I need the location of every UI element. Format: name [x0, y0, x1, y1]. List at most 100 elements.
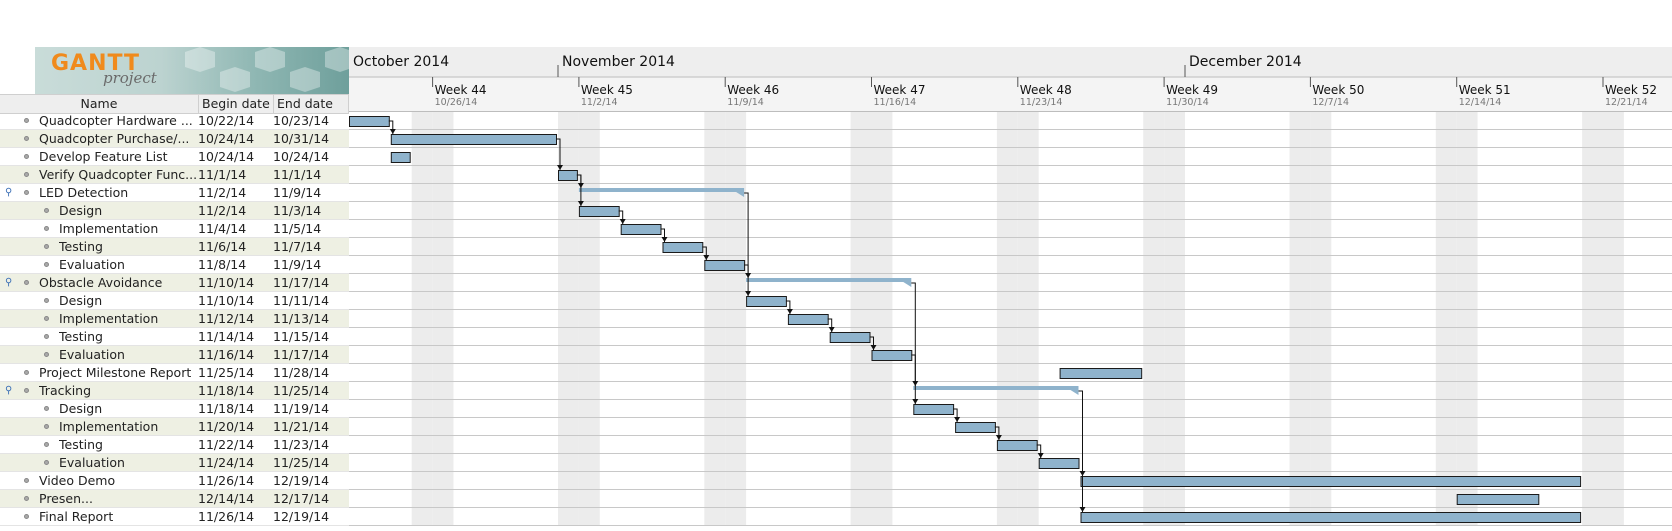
task-end-date[interactable]: 11/25/14 — [273, 455, 330, 470]
table-row[interactable]: Presen... 12/14/14 12/17/14 — [0, 490, 349, 508]
task-bar[interactable] — [1080, 476, 1582, 487]
task-end-date[interactable]: 11/15/14 — [273, 329, 330, 344]
table-row[interactable]: Develop Feature List 10/24/14 10/24/14 — [0, 148, 349, 166]
table-row[interactable]: Quadcopter Purchase/... 10/24/14 10/31/14 — [0, 130, 349, 148]
task-begin-date[interactable]: 11/12/14 — [198, 311, 255, 326]
task-begin-date[interactable]: 11/10/14 — [198, 293, 255, 308]
task-end-date[interactable]: 11/17/14 — [273, 275, 330, 290]
task-name[interactable]: Implementation — [59, 221, 159, 236]
task-bar[interactable] — [787, 314, 829, 325]
task-begin-date[interactable]: 11/26/14 — [198, 473, 255, 488]
table-row[interactable]: Design 11/10/14 11/11/14 — [0, 292, 349, 310]
task-name[interactable]: Tracking — [39, 383, 92, 398]
task-bar[interactable] — [829, 332, 871, 343]
table-row[interactable]: Video Demo 11/26/14 12/19/14 — [0, 472, 349, 490]
task-begin-date[interactable]: 11/25/14 — [198, 365, 255, 380]
task-end-date[interactable]: 10/23/14 — [273, 113, 330, 128]
task-name[interactable]: Video Demo — [39, 473, 116, 488]
column-header-begin-date[interactable]: Begin date — [199, 95, 274, 113]
task-bar[interactable] — [746, 296, 787, 307]
task-begin-date[interactable]: 11/18/14 — [198, 401, 255, 416]
task-begin-date[interactable]: 11/14/14 — [198, 329, 255, 344]
task-end-date[interactable]: 12/19/14 — [273, 509, 330, 524]
task-bar[interactable] — [704, 260, 746, 271]
task-name[interactable]: Implementation — [59, 419, 159, 434]
task-end-date[interactable]: 11/1/14 — [273, 167, 322, 182]
table-row[interactable]: Evaluation 11/8/14 11/9/14 — [0, 256, 349, 274]
task-end-date[interactable]: 11/7/14 — [273, 239, 322, 254]
table-row[interactable]: ⚲ LED Detection 11/2/14 11/9/14 — [0, 184, 349, 202]
task-bar[interactable] — [1038, 458, 1080, 469]
table-row[interactable]: Verify Quadcopter Func... 11/1/14 11/1/14 — [0, 166, 349, 184]
task-name[interactable]: Quadcopter Hardware ... — [39, 113, 193, 128]
table-row[interactable]: Implementation 11/4/14 11/5/14 — [0, 220, 349, 238]
task-bar[interactable] — [578, 206, 620, 217]
task-bar[interactable] — [913, 404, 955, 415]
table-row[interactable]: ⚲ Tracking 11/18/14 11/25/14 — [0, 382, 349, 400]
table-row[interactable]: ⚲ Obstacle Avoidance 11/10/14 11/17/14 — [0, 274, 349, 292]
task-end-date[interactable]: 12/19/14 — [273, 473, 330, 488]
task-begin-date[interactable]: 10/24/14 — [198, 131, 255, 146]
task-bar[interactable] — [955, 422, 996, 433]
task-name[interactable]: Design — [59, 293, 103, 308]
task-end-date[interactable]: 11/9/14 — [273, 185, 322, 200]
table-row[interactable]: Project Milestone Report 11/25/14 11/28/14 — [0, 364, 349, 382]
task-end-date[interactable]: 11/21/14 — [273, 419, 330, 434]
table-row[interactable]: Evaluation 11/16/14 11/17/14 — [0, 346, 349, 364]
task-begin-date[interactable]: 11/10/14 — [198, 275, 255, 290]
task-bar[interactable] — [871, 350, 913, 361]
task-end-date[interactable]: 11/11/14 — [273, 293, 330, 308]
table-row[interactable]: Design 11/2/14 11/3/14 — [0, 202, 349, 220]
task-begin-date[interactable]: 11/20/14 — [198, 419, 255, 434]
task-bar[interactable] — [558, 170, 578, 181]
task-end-date[interactable]: 11/28/14 — [273, 365, 330, 380]
task-name[interactable]: Evaluation — [59, 257, 125, 272]
table-row[interactable]: Quadcopter Hardware ... 10/22/14 10/23/14 — [0, 112, 349, 130]
task-end-date[interactable]: 11/13/14 — [273, 311, 330, 326]
task-bar[interactable] — [390, 152, 411, 163]
task-begin-date[interactable]: 11/2/14 — [198, 185, 247, 200]
task-bar[interactable] — [349, 116, 390, 127]
task-begin-date[interactable]: 12/14/14 — [198, 491, 255, 506]
expand-pin-icon[interactable]: ⚲ — [5, 385, 13, 396]
table-row[interactable]: Design 11/18/14 11/19/14 — [0, 400, 349, 418]
task-bar[interactable] — [1080, 512, 1582, 523]
task-begin-date[interactable]: 11/26/14 — [198, 509, 255, 524]
table-row[interactable]: Testing 11/22/14 11/23/14 — [0, 436, 349, 454]
task-bar[interactable] — [662, 242, 704, 253]
table-row[interactable]: Evaluation 11/24/14 11/25/14 — [0, 454, 349, 472]
task-name[interactable]: Develop Feature List — [39, 149, 168, 164]
task-name[interactable]: Final Report — [39, 509, 114, 524]
summary-bar[interactable] — [913, 386, 1079, 390]
task-begin-date[interactable]: 10/24/14 — [198, 149, 255, 164]
expand-pin-icon[interactable]: ⚲ — [5, 187, 13, 198]
task-end-date[interactable]: 11/5/14 — [273, 221, 322, 236]
table-row[interactable]: Testing 11/14/14 11/15/14 — [0, 328, 349, 346]
table-row[interactable]: Testing 11/6/14 11/7/14 — [0, 238, 349, 256]
task-end-date[interactable]: 11/25/14 — [273, 383, 330, 398]
task-begin-date[interactable]: 11/6/14 — [198, 239, 247, 254]
task-name[interactable]: LED Detection — [39, 185, 129, 200]
task-name[interactable]: Quadcopter Purchase/... — [39, 131, 190, 146]
task-name[interactable]: Design — [59, 203, 103, 218]
task-begin-date[interactable]: 11/4/14 — [198, 221, 247, 236]
table-row[interactable]: Implementation 11/20/14 11/21/14 — [0, 418, 349, 436]
task-begin-date[interactable]: 11/18/14 — [198, 383, 255, 398]
task-name[interactable]: Evaluation — [59, 347, 125, 362]
task-begin-date[interactable]: 10/22/14 — [198, 113, 255, 128]
task-end-date[interactable]: 11/19/14 — [273, 401, 330, 416]
task-name[interactable]: Obstacle Avoidance — [39, 275, 163, 290]
task-name[interactable]: Design — [59, 401, 103, 416]
task-bar[interactable] — [996, 440, 1038, 451]
task-end-date[interactable]: 12/17/14 — [273, 491, 330, 506]
task-end-date[interactable]: 11/3/14 — [273, 203, 322, 218]
task-begin-date[interactable]: 11/1/14 — [198, 167, 247, 182]
table-row[interactable]: Final Report 11/26/14 12/19/14 — [0, 508, 349, 526]
task-begin-date[interactable]: 11/24/14 — [198, 455, 255, 470]
task-begin-date[interactable]: 11/22/14 — [198, 437, 255, 452]
task-name[interactable]: Implementation — [59, 311, 159, 326]
task-name[interactable]: Verify Quadcopter Func... — [39, 167, 197, 182]
task-end-date[interactable]: 10/24/14 — [273, 149, 330, 164]
task-name[interactable]: Testing — [59, 329, 103, 344]
task-bar[interactable] — [1059, 368, 1143, 379]
